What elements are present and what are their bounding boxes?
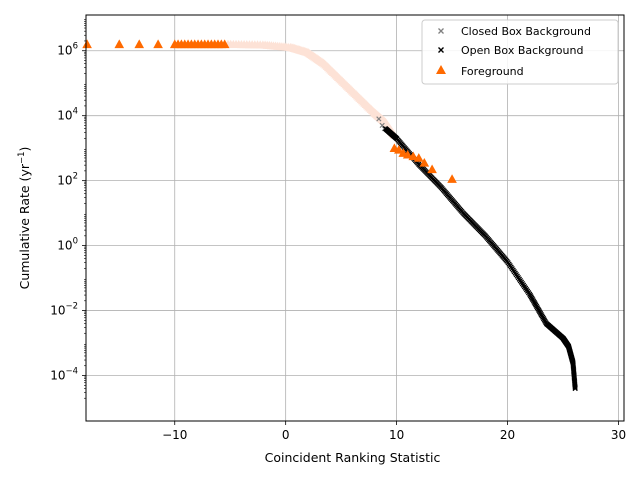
foreground-point (153, 39, 163, 49)
legend-marker-foreground (436, 65, 446, 74)
y-tick-label: 10−4 (50, 367, 78, 383)
legend-label-closed-box: Closed Box Background (461, 25, 591, 38)
foreground-faded-series (223, 39, 399, 139)
x-tick-label: −10 (162, 428, 187, 442)
y-axis-label: Cumulative Rate (yr−1) (17, 147, 32, 290)
x-axis-label: Coincident Ranking Statistic (265, 450, 441, 465)
x-tick-label: 10 (389, 428, 404, 442)
foreground-point (447, 174, 457, 183)
legend-markers (436, 28, 446, 74)
foreground-point (394, 144, 404, 154)
foreground-point (413, 153, 424, 162)
closed-box-point (376, 116, 382, 122)
foreground-point (82, 39, 92, 49)
axis-ticks: −10 0 10 20 30 106 104 102 100 10−2 10−4 (50, 19, 626, 442)
foreground-point (402, 149, 413, 159)
y-tick-label: 106 (57, 42, 78, 58)
foreground-point (114, 39, 125, 49)
y-axis-label-close: ) (17, 147, 32, 152)
legend-marker-closed-box (438, 28, 444, 34)
y-tick-label: 100 (57, 237, 78, 253)
foreground-point (408, 151, 419, 161)
foreground-point (427, 164, 437, 174)
x-tick-label: 20 (500, 428, 515, 442)
x-tick-label: 0 (282, 428, 290, 442)
foreground-point (134, 39, 145, 49)
grid (86, 15, 624, 421)
y-tick-label: 104 (57, 107, 78, 123)
plot-area (82, 39, 578, 392)
y-tick-label: 10−2 (50, 302, 78, 318)
legend-marker-open-box (438, 47, 444, 53)
foreground-point (419, 157, 430, 167)
y-tick-label: 102 (57, 172, 78, 188)
foreground-series (82, 39, 457, 183)
x-tick-label: 30 (611, 428, 626, 442)
y-axis-label-sup: −1 (17, 151, 27, 164)
open-box-series (382, 126, 578, 392)
legend-label-foreground: Foreground (461, 65, 524, 78)
legend-box (421, 19, 619, 85)
foreground-point (219, 39, 230, 49)
open-box-point (572, 385, 578, 392)
legend: Closed Box Background Open Box Backgroun… (421, 19, 619, 85)
open-box-point (572, 384, 578, 390)
legend-label-open-box: Open Box Background (461, 44, 583, 57)
y-axis-label-main: Cumulative Rate (yr (17, 163, 32, 289)
